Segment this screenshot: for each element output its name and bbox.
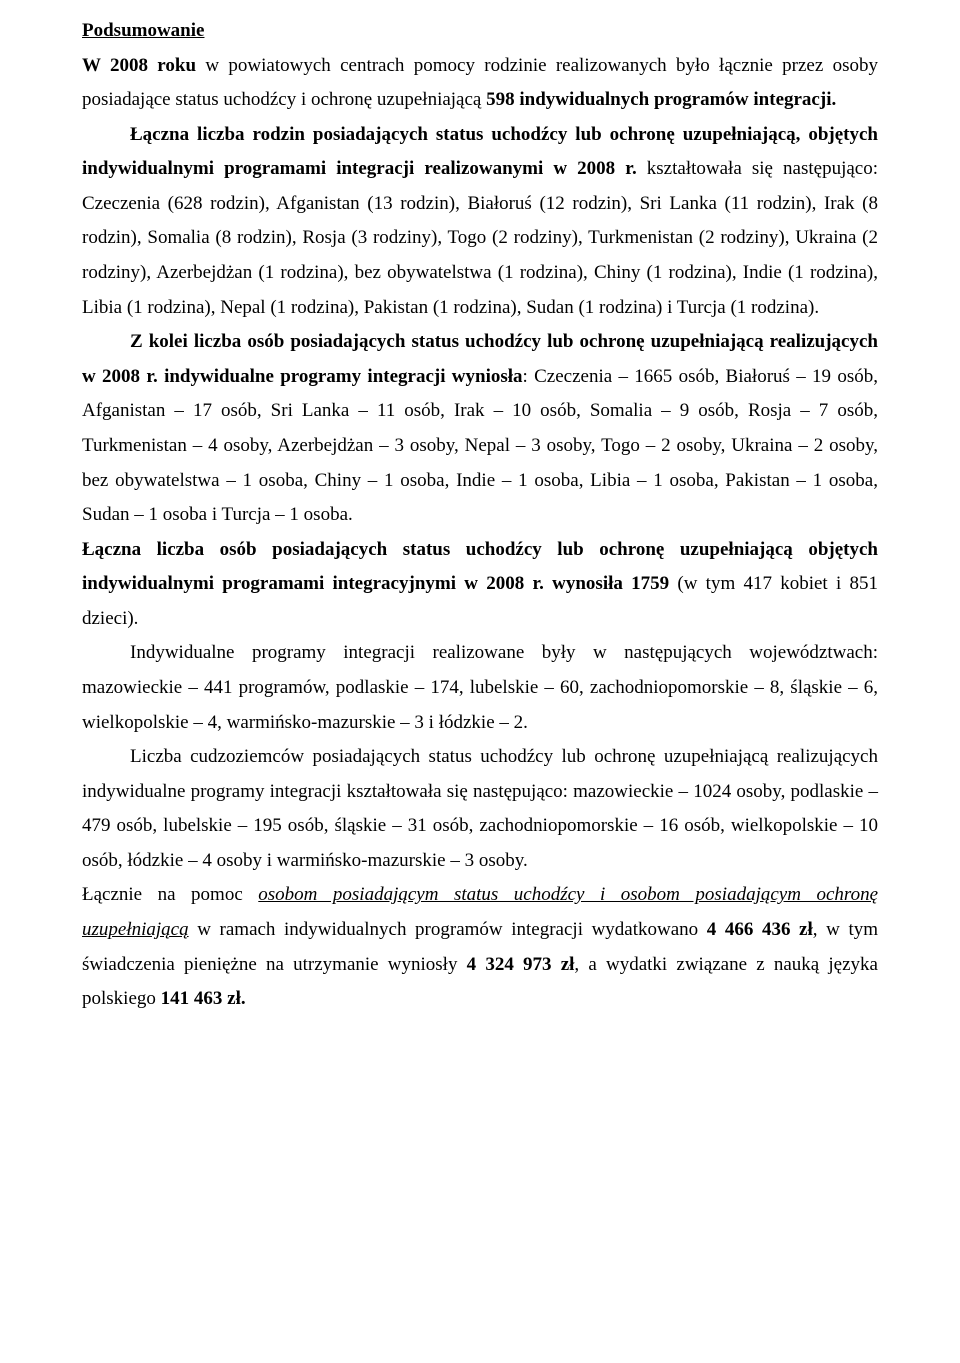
paragraph-2: Łączna liczba rodzin posiadających statu… <box>82 118 878 325</box>
p7-bold-f: 4 324 973 zł <box>467 954 575 975</box>
p1-bold-a: W 2008 roku <box>82 55 196 76</box>
paragraph-5: Indywidualne programy integracji realizo… <box>82 636 878 740</box>
section-heading: Podsumowanie <box>82 20 204 41</box>
section-heading-para: Podsumowanie <box>82 14 878 49</box>
p1-bold-c: 598 indywidualnych programów integracji. <box>486 89 836 110</box>
paragraph-1: W 2008 roku w powiatowych centrach pomoc… <box>82 49 878 118</box>
p7-bold-d: 4 466 436 zł <box>707 919 813 940</box>
p6-text: Liczba cudzoziemców posiadających status… <box>82 746 878 871</box>
p2-text-b: kształtowała się następująco: Czeczenia … <box>82 158 878 317</box>
p5-text: Indywidualne programy integracji realizo… <box>82 642 878 732</box>
paragraph-7: Łącznie na pomoc osobom posiadającym sta… <box>82 878 878 1016</box>
p7-text-c: w ramach indywidualnych programów integr… <box>189 919 707 940</box>
paragraph-3: Z kolei liczba osób posiadających status… <box>82 325 878 532</box>
p7-text-a: Łącznie na pomoc <box>82 884 258 905</box>
paragraph-4: Łączna liczba osób posiadających status … <box>82 533 878 637</box>
paragraph-6: Liczba cudzoziemców posiadających status… <box>82 740 878 878</box>
p7-bold-h: 141 463 zł. <box>161 988 246 1009</box>
p3-text-b: : Czeczenia – 1665 osób, Białoruś – 19 o… <box>82 366 878 525</box>
